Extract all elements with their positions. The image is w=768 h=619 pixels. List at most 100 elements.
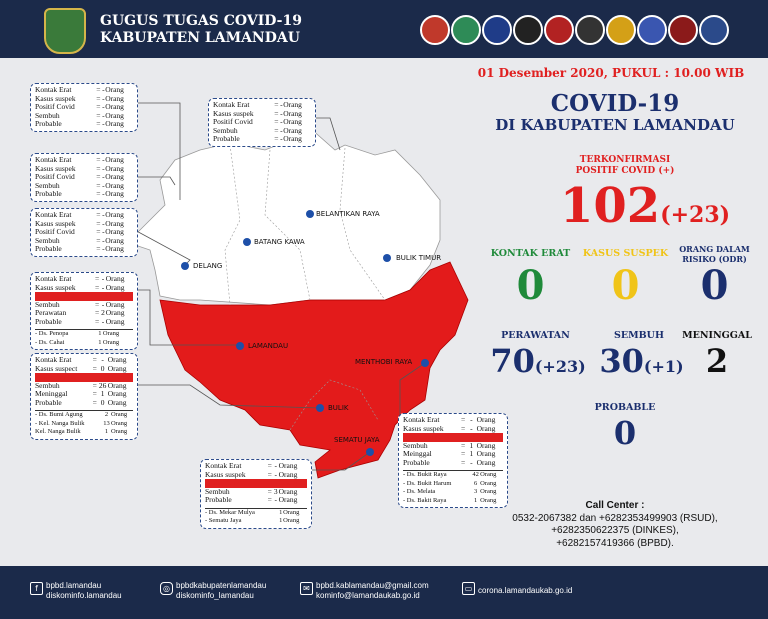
- infobox-subrow: - Ds. Bakit Raya 1 Orang: [403, 497, 503, 506]
- probable-value: 0: [613, 414, 637, 452]
- infobox-row: Sembuh = - Orang: [35, 299, 133, 310]
- infobox-cell: Sembuh: [403, 440, 428, 450]
- infobox-cell: -: [101, 299, 105, 309]
- infobox-cell: 1: [100, 389, 105, 398]
- infobox-cell: =: [96, 110, 101, 120]
- infobox-cell: -: [101, 355, 104, 364]
- infobox-cell: 26: [98, 380, 107, 390]
- infobox-subrow: - Ds. Bukit Harum 6 Orang: [403, 480, 503, 489]
- infobox-cell: Orang: [105, 210, 124, 219]
- agency-logo-4: [513, 15, 543, 45]
- recovered-label: SEMBUH: [614, 330, 664, 341]
- footer-bar: f bpbd.lamandau diskominfo.lamandau ◎ bp…: [0, 566, 768, 619]
- footer-email-1[interactable]: bpbd.kablamandau@gmail.com: [316, 581, 429, 590]
- infobox-cell: Probable: [403, 457, 430, 467]
- infobox-cell: Orang: [476, 440, 496, 450]
- infobox-cell: Orang: [283, 134, 302, 143]
- infobox-row: Sembuh = - Orang: [35, 180, 133, 191]
- agency-logo-6: [575, 15, 605, 45]
- infobox-cell: Orang: [105, 110, 124, 120]
- infobox-cell: -: [102, 210, 105, 219]
- headline-title: COVID-19: [550, 90, 680, 117]
- confirmed-label-line1: TERKONFIRMASI: [579, 155, 671, 165]
- infobox-cell: =: [95, 274, 100, 283]
- infobox-cell: Kontak Erat: [35, 274, 72, 283]
- infobox-subcell: 1: [279, 508, 283, 516]
- infobox-cell: Orang: [283, 117, 302, 126]
- infobox-cell: =: [91, 372, 98, 382]
- district-label-belantikan-raya: BELANTIKAN RAYA: [316, 210, 380, 218]
- agency-logo-7: [606, 15, 636, 45]
- infobox-cell: Orang: [278, 461, 298, 470]
- infobox-cell: Kasus suspek: [403, 423, 444, 433]
- infobox-cell: Orang: [105, 180, 124, 190]
- infobox-subcell: - Ds. Bukit Raya: [403, 471, 447, 478]
- infobox-cell: =: [274, 108, 279, 118]
- call-center-line2: +6282350622375 (DINKES),: [551, 525, 679, 536]
- infobox-cell: Sembuh: [35, 299, 60, 309]
- infobox-cell: Kontak Erat: [403, 415, 440, 424]
- infobox-district-b: Kontak Erat = - Orang Kasus suspek = - Orang Pos…: [208, 98, 316, 147]
- infobox-table: Kontak Erat = - Orang Kasus suspek = - Orang Pos…: [205, 461, 307, 505]
- infobox-cell: Orang: [105, 85, 124, 94]
- footer-web[interactable]: corona.lamandaukab.go.id: [478, 586, 573, 595]
- report-date-time: 01 Desember 2020, PUKUL : 10.00 WIB: [477, 66, 745, 80]
- district-label-delang: DELANG: [193, 262, 223, 270]
- footer-facebook-1[interactable]: bpbd.lamandau: [46, 581, 102, 590]
- infobox-cell: Orang: [105, 155, 124, 164]
- infobox-subcell: - Ds. Melata: [403, 488, 436, 495]
- infobox-cell: -: [102, 110, 105, 120]
- infobox-cell: =: [96, 218, 101, 228]
- infobox-district-g: Kontak Erat = - Orang Kasus suspek = - Orang Pos…: [200, 459, 312, 529]
- infobox-subcell: - Kel. Nanga Bulik: [35, 419, 85, 427]
- infobox-cell: Positif Covid: [35, 372, 92, 382]
- email-icon: ✉: [300, 582, 313, 595]
- infobox-table: Kontak Erat = - Orang Kasus suspek = - Orang Pos…: [403, 415, 503, 467]
- footer-instagram[interactable]: bpbdkabupatenlamandau diskominfo_lamanda…: [176, 581, 266, 601]
- agency-logo-8: [637, 15, 667, 45]
- infobox-row: Sembuh = 3 Orang: [205, 486, 307, 497]
- call-center-line3: +6282157419366 (BPBD).: [556, 537, 674, 549]
- infobox-cell: Orang: [476, 432, 503, 442]
- infobox-cell: -: [280, 117, 283, 126]
- infobox-cell: -: [102, 172, 105, 181]
- infobox-row: Sembuh = 1 Orang: [403, 440, 503, 451]
- footer-instagram-2[interactable]: diskominfo_lamandau: [176, 591, 254, 600]
- footer-email[interactable]: bpbd.kablamandau@gmail.com kominfo@laman…: [316, 581, 429, 601]
- header-bar: GUGUS TUGAS COVID-19 KABUPATEN LAMANDAU: [0, 0, 768, 58]
- infobox-cell: Positif Covid: [35, 291, 95, 301]
- deaths-value: 2: [705, 342, 729, 380]
- infobox-cell: Orang: [105, 172, 124, 181]
- infobox-cell: =: [274, 125, 279, 135]
- infobox-district-d: Kontak Erat = - Orang Kasus suspek = - Orang Pos…: [30, 208, 138, 257]
- infobox-cell: =: [95, 282, 100, 292]
- infobox-row: Kasus suspek = - Orang: [205, 470, 307, 480]
- footer-facebook-2[interactable]: diskominfo.lamandau: [46, 591, 122, 600]
- infobox-cell: Kasus suspek: [213, 108, 254, 118]
- confirmed-label-line2: POSITIF COVID (+): [575, 166, 675, 176]
- deaths-label: MENINGGAL: [682, 330, 752, 341]
- infobox-subcell: 3: [473, 488, 478, 495]
- infobox-cell: Positif Covid: [35, 227, 75, 236]
- infobox-cell: Orang: [105, 282, 125, 292]
- infobox-cell: Sembuh: [35, 110, 60, 120]
- infobox-cell: 2: [101, 308, 105, 317]
- infobox-cell: Orang: [107, 363, 127, 373]
- infobox-cell: 3: [273, 486, 278, 496]
- infobox-table: Kontak Erat = - Orang Kasus suspect = 0 Orang Po…: [35, 355, 133, 407]
- footer-facebook[interactable]: bpbd.lamandau diskominfo.lamandau: [46, 581, 122, 601]
- infobox-subcell: Orang: [102, 330, 120, 337]
- infobox-cell: =: [96, 172, 101, 181]
- infobox-subcell: 42: [472, 471, 479, 478]
- infobox-cell: Probable: [213, 134, 240, 143]
- infobox-cell: -: [280, 100, 283, 109]
- agency-logo-2: [451, 15, 481, 45]
- infobox-row: Probable = - Orang: [35, 244, 133, 254]
- infobox-cell: =: [92, 355, 97, 364]
- infobox-cell: =: [96, 180, 101, 190]
- infobox-cell: =: [96, 189, 101, 198]
- infobox-cell: -: [102, 85, 105, 94]
- footer-email-2[interactable]: kominfo@lamandaukab.go.id: [316, 591, 420, 600]
- infobox-cell: Perawatan: [35, 308, 67, 317]
- footer-instagram-1[interactable]: bpbdkabupatenlamandau: [176, 581, 267, 590]
